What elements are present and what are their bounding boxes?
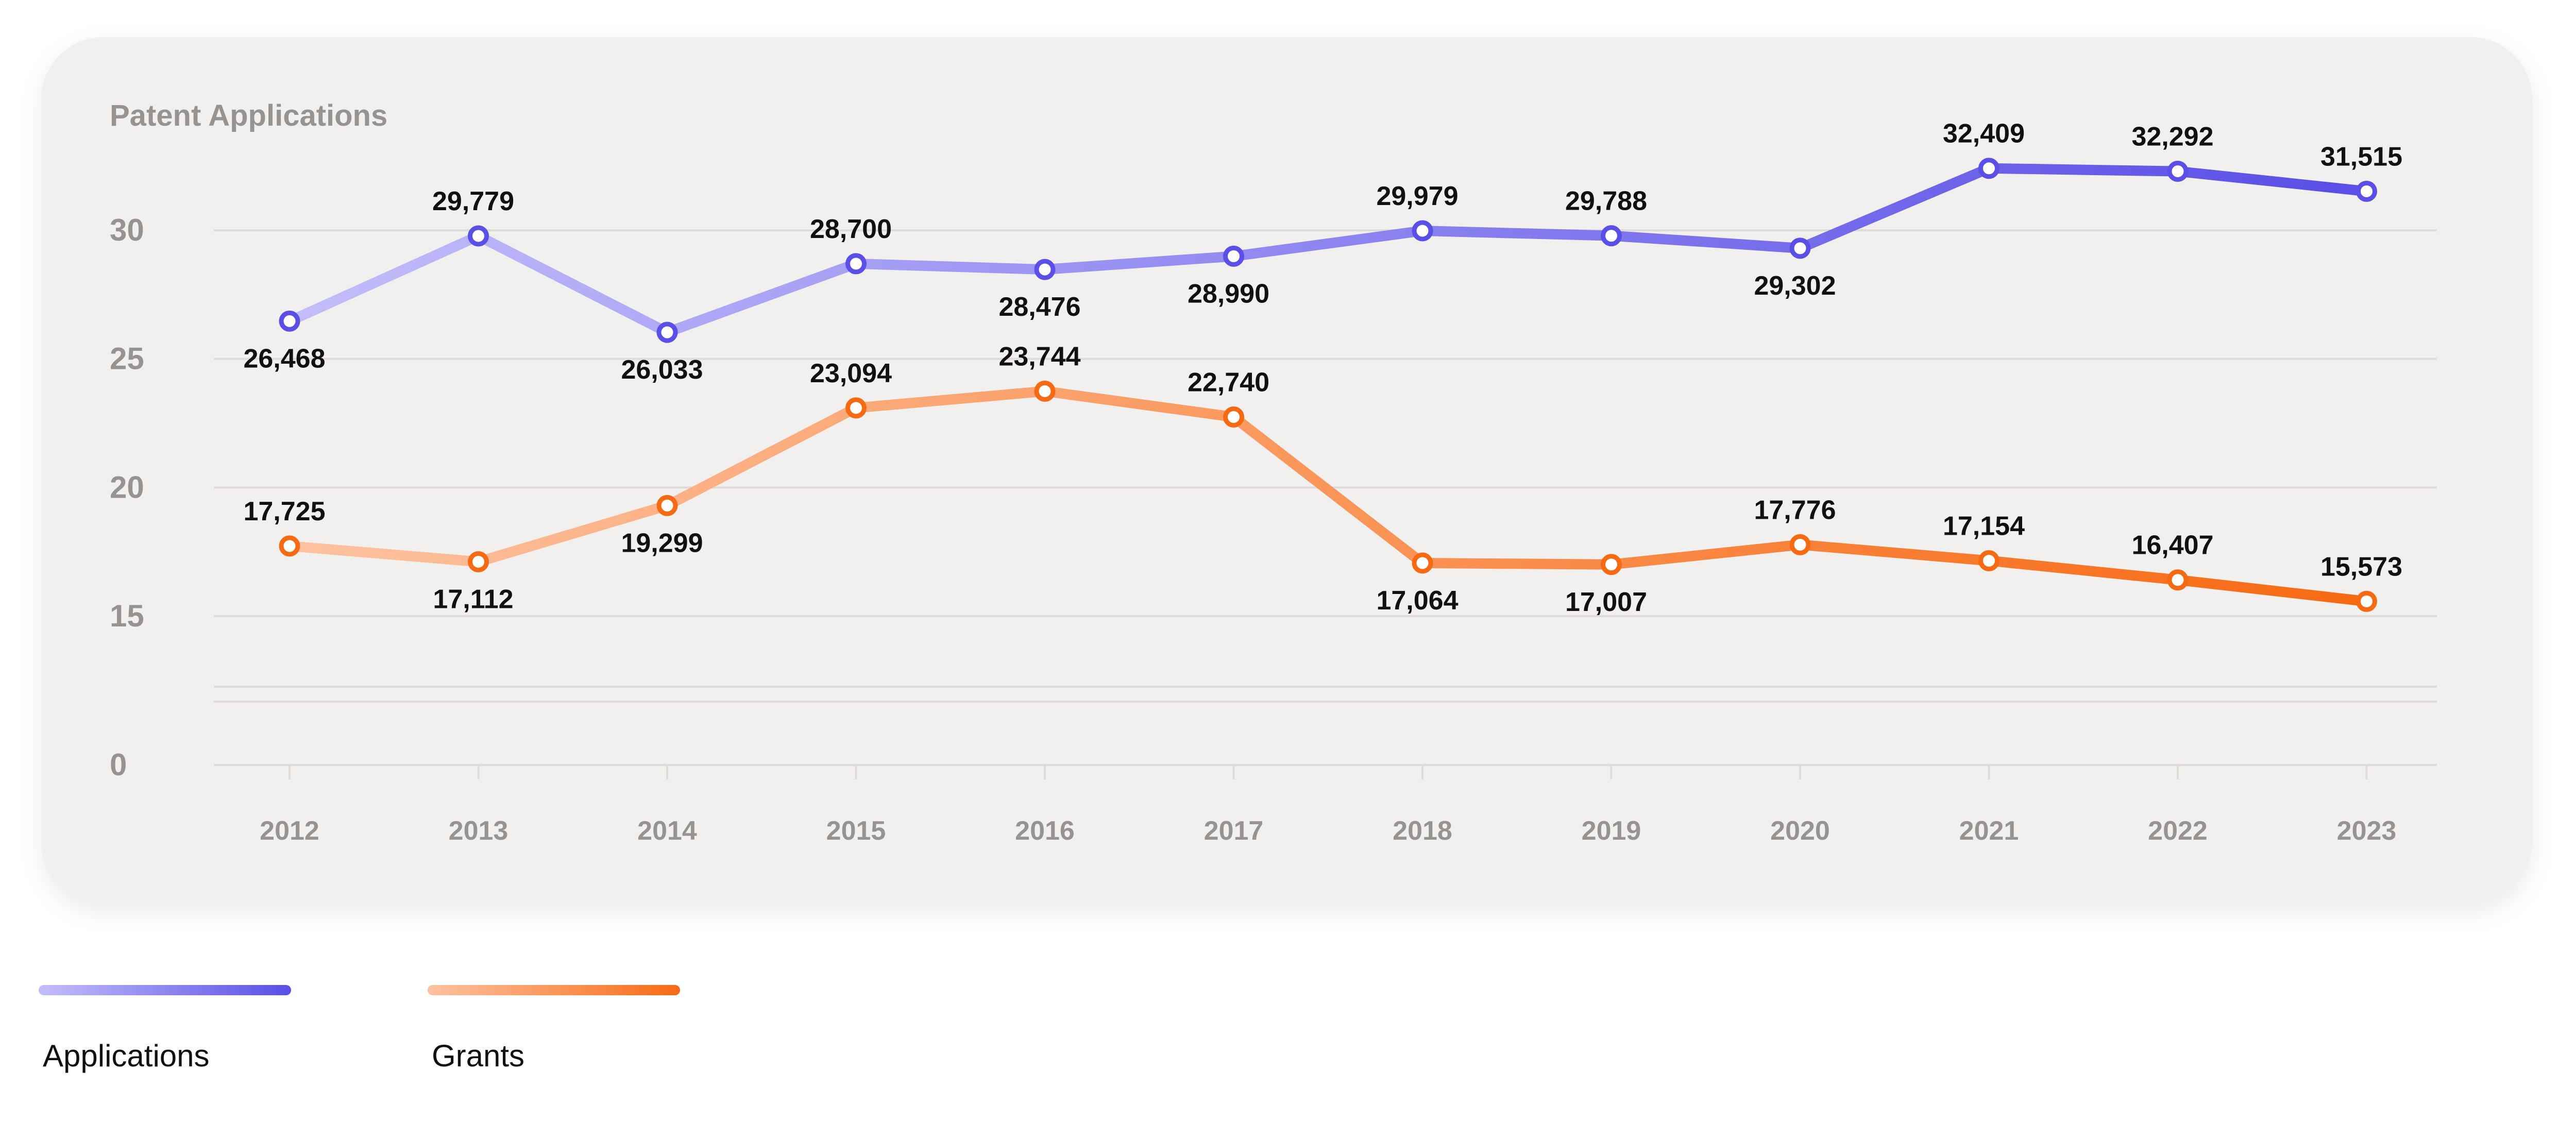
data-label: 16,407 bbox=[2131, 531, 2213, 560]
y-tick-label: 0 bbox=[110, 747, 127, 782]
y-tick-label: 20 bbox=[110, 470, 144, 504]
y-tick-label: 25 bbox=[110, 342, 144, 376]
legend: Applications Grants bbox=[39, 985, 680, 1073]
data-label: 15,573 bbox=[2320, 552, 2402, 582]
legend-swatch-grants bbox=[428, 985, 680, 995]
data-point bbox=[2167, 161, 2189, 182]
data-point bbox=[468, 225, 489, 247]
data-point bbox=[1789, 534, 1811, 555]
data-label: 17,776 bbox=[1754, 495, 1836, 525]
data-label: 32,409 bbox=[1943, 119, 2025, 149]
x-tick-label: 2023 bbox=[2337, 816, 2397, 846]
x-tick-label: 2019 bbox=[1582, 816, 1641, 846]
x-tick-label: 2017 bbox=[1204, 816, 1264, 846]
chart-card bbox=[41, 37, 2532, 905]
data-label: 28,700 bbox=[810, 214, 892, 244]
data-point bbox=[1034, 259, 1056, 280]
data-label: 26,468 bbox=[243, 344, 325, 373]
legend-swatch-applications bbox=[39, 985, 291, 995]
data-label: 17,725 bbox=[243, 497, 325, 526]
data-point bbox=[1223, 406, 1244, 428]
data-label: 28,990 bbox=[1188, 279, 1269, 309]
data-point bbox=[1223, 245, 1244, 267]
x-tick-label: 2022 bbox=[2148, 816, 2208, 846]
legend-label-applications: Applications bbox=[43, 1039, 210, 1073]
data-label: 17,112 bbox=[433, 585, 513, 615]
data-label: 29,979 bbox=[1376, 181, 1458, 211]
data-labels: 26,468 29,779 26,033 28,700 28,476 28,990 29,9… bbox=[243, 119, 2402, 617]
data-label: 29,788 bbox=[1565, 186, 1647, 216]
data-point bbox=[1412, 552, 1433, 574]
series-line-applications bbox=[284, 163, 2372, 338]
data-label: 17,007 bbox=[1565, 587, 1647, 617]
x-tick-label: 2018 bbox=[1393, 816, 1452, 846]
data-point bbox=[279, 310, 300, 332]
data-point bbox=[1601, 554, 1622, 575]
data-label: 22,740 bbox=[1188, 368, 1269, 398]
data-point bbox=[1978, 158, 1999, 179]
x-tick-label: 2016 bbox=[1015, 816, 1075, 846]
x-tick-label: 2015 bbox=[826, 816, 886, 846]
x-axis: 2012 2013 2014 2015 2016 2017 2018 2019 2020 2021… bbox=[260, 765, 2396, 846]
series-lines bbox=[284, 163, 2372, 607]
data-point bbox=[1034, 380, 1056, 402]
data-point bbox=[845, 397, 867, 419]
data-label: 26,033 bbox=[621, 355, 703, 385]
data-point bbox=[279, 535, 300, 557]
x-tick-label: 2020 bbox=[1770, 816, 1830, 846]
data-point bbox=[656, 321, 678, 343]
data-label: 23,094 bbox=[810, 359, 892, 388]
data-label: 28,476 bbox=[998, 292, 1080, 322]
chart-title: Patent Applications bbox=[110, 99, 387, 132]
data-label: 29,779 bbox=[432, 186, 514, 216]
data-point bbox=[656, 495, 678, 516]
data-point bbox=[1789, 237, 1811, 259]
data-label: 23,744 bbox=[998, 342, 1080, 371]
data-label: 31,515 bbox=[2320, 142, 2402, 172]
y-axis: 30 25 20 15 0 bbox=[110, 213, 144, 782]
x-tick-label: 2021 bbox=[1959, 816, 2019, 846]
data-point bbox=[1601, 225, 1622, 247]
y-tick-label: 15 bbox=[110, 599, 144, 633]
data-label: 29,302 bbox=[1754, 271, 1836, 301]
data-point bbox=[845, 253, 867, 275]
data-point bbox=[2167, 569, 2189, 591]
data-label: 32,292 bbox=[2131, 122, 2213, 152]
legend-label-grants: Grants bbox=[432, 1039, 524, 1073]
series-line-grants bbox=[284, 386, 2372, 607]
y-tick-label: 30 bbox=[110, 213, 144, 247]
x-tick-label: 2012 bbox=[260, 816, 319, 846]
data-point bbox=[1978, 550, 1999, 571]
data-point bbox=[468, 551, 489, 573]
data-label: 17,154 bbox=[1943, 511, 2025, 541]
data-point bbox=[2356, 180, 2377, 202]
x-tick-label: 2014 bbox=[637, 816, 697, 846]
data-point bbox=[1412, 220, 1433, 242]
data-point bbox=[2356, 590, 2377, 612]
x-tick-label: 2013 bbox=[449, 816, 509, 846]
data-points bbox=[279, 158, 2377, 612]
data-label: 17,064 bbox=[1376, 586, 1458, 616]
data-label: 19,299 bbox=[621, 528, 703, 558]
